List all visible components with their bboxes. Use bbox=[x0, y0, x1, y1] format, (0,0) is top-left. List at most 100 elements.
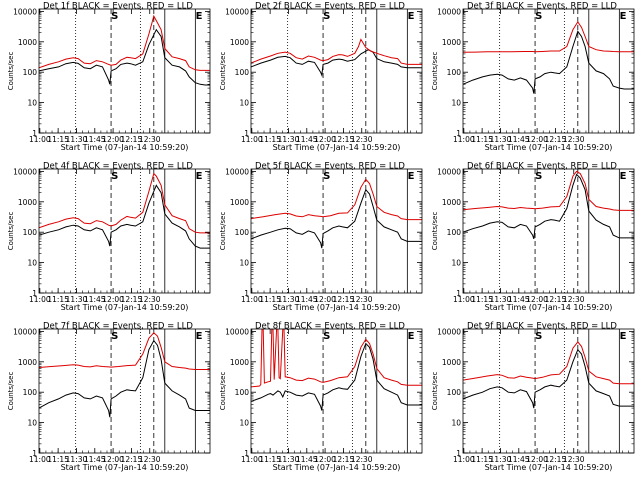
events-series-line bbox=[463, 30, 634, 94]
y-tick-label: 10 bbox=[451, 259, 461, 268]
y-tick-label: 100 bbox=[235, 228, 250, 237]
y-axis-label: Counts/sec bbox=[219, 212, 227, 251]
marker-letter: S bbox=[323, 331, 330, 342]
y-tick-label: 10 bbox=[239, 419, 249, 428]
x-tick-label: 12:15 bbox=[121, 135, 143, 144]
x-tick-label: 12:00 bbox=[526, 455, 548, 464]
y-tick-label: 100 bbox=[23, 228, 38, 237]
x-tick-label: 11:00 bbox=[29, 455, 51, 464]
x-tick-label: 11:00 bbox=[29, 135, 51, 144]
y-tick-label: 10 bbox=[239, 259, 249, 268]
lld-series-line bbox=[251, 38, 422, 65]
panel-det-8: 1 10 100 1000 10000 11:0011:1511:3011:4512:00… bbox=[219, 322, 423, 472]
lld-series-line bbox=[39, 332, 210, 370]
panel-title: Det 1f BLACK = Events, RED = LLD bbox=[43, 2, 193, 12]
panel-title: Det 8f BLACK = Events, RED = LLD bbox=[255, 322, 405, 332]
x-tick-label: 11:00 bbox=[241, 135, 263, 144]
events-series-line bbox=[251, 49, 422, 78]
x-tick-label: 11:45 bbox=[84, 295, 106, 304]
x-tick-label: 12:30 bbox=[351, 135, 373, 144]
x-tick-label: 11:30 bbox=[490, 135, 512, 144]
marker-letter: S bbox=[535, 331, 542, 342]
x-tick-label: 12:30 bbox=[563, 455, 585, 464]
marker-letter: E bbox=[196, 11, 203, 22]
events-series-line bbox=[39, 339, 210, 418]
plot-frame bbox=[462, 328, 635, 454]
x-tick-label: 12:30 bbox=[139, 295, 161, 304]
x-tick-label: 11:15 bbox=[47, 455, 69, 464]
y-tick-label: 1000 bbox=[442, 358, 461, 367]
y-tick-label: 100 bbox=[23, 388, 38, 397]
y-tick-label: 1000 bbox=[18, 38, 37, 47]
x-tick-label: 12:15 bbox=[333, 135, 355, 144]
x-axis-label: Start Time (07-Jan-14 10:59:20) bbox=[273, 463, 401, 472]
x-tick-label: 11:15 bbox=[259, 455, 281, 464]
panel-title: Det 4f BLACK = Events, RED = LLD bbox=[43, 162, 193, 172]
x-tick-label: 11:15 bbox=[259, 295, 281, 304]
y-tick-label: 1 bbox=[32, 449, 37, 458]
y-axis-label: Counts/sec bbox=[431, 212, 439, 251]
y-tick-label: 100 bbox=[447, 228, 462, 237]
marker-letter: E bbox=[408, 171, 415, 182]
x-tick-label: 12:15 bbox=[545, 295, 567, 304]
marker-letter: E bbox=[408, 331, 415, 342]
y-tick-label: 10 bbox=[27, 99, 37, 108]
plot-frame bbox=[38, 168, 211, 294]
marker-letter: S bbox=[111, 171, 118, 182]
y-tick-label: 100 bbox=[235, 68, 250, 77]
y-tick-label: 100 bbox=[235, 388, 250, 397]
x-tick-label: 12:15 bbox=[545, 135, 567, 144]
lld-series-line bbox=[463, 20, 634, 53]
x-axis-label: Start Time (07-Jan-14 10:59:20) bbox=[61, 303, 189, 312]
y-tick-label: 10000 bbox=[13, 327, 37, 336]
marker-letter: E bbox=[196, 331, 203, 342]
x-tick-label: 12:15 bbox=[545, 455, 567, 464]
x-tick-label: 11:45 bbox=[508, 455, 530, 464]
marker-letter: S bbox=[323, 171, 330, 182]
marker-letter: E bbox=[620, 11, 627, 22]
y-axis-label: Counts/sec bbox=[219, 372, 227, 411]
x-tick-label: 11:00 bbox=[453, 135, 475, 144]
x-tick-label: 11:30 bbox=[278, 455, 300, 464]
marker-letter: S bbox=[111, 11, 118, 22]
x-axis-label: Start Time (07-Jan-14 10:59:20) bbox=[485, 303, 613, 312]
events-series-line bbox=[251, 188, 422, 249]
panel-title: Det 9f BLACK = Events, RED = LLD bbox=[467, 322, 617, 332]
x-tick-label: 12:00 bbox=[102, 455, 124, 464]
x-tick-label: 11:30 bbox=[66, 455, 88, 464]
y-tick-label: 1000 bbox=[18, 198, 37, 207]
y-tick-label: 10000 bbox=[437, 327, 461, 336]
marker-letter: S bbox=[323, 11, 330, 22]
x-tick-label: 12:00 bbox=[314, 135, 336, 144]
y-tick-label: 1000 bbox=[230, 38, 249, 47]
x-tick-label: 11:15 bbox=[471, 295, 493, 304]
panel-title: Det 7f BLACK = Events, RED = LLD bbox=[43, 322, 193, 332]
marker-letter: E bbox=[620, 331, 627, 342]
y-tick-label: 1 bbox=[456, 289, 461, 298]
plot-frame bbox=[38, 328, 211, 454]
x-tick-label: 11:00 bbox=[29, 295, 51, 304]
lld-series-line bbox=[251, 178, 422, 221]
x-tick-label: 12:30 bbox=[351, 455, 373, 464]
x-tick-label: 12:00 bbox=[526, 135, 548, 144]
x-axis-label: Start Time (07-Jan-14 10:59:20) bbox=[485, 143, 613, 152]
panel-title: Det 2f BLACK = Events, RED = LLD bbox=[255, 2, 405, 12]
x-tick-label: 11:30 bbox=[490, 295, 512, 304]
y-tick-label: 1 bbox=[244, 129, 249, 138]
x-axis-label: Start Time (07-Jan-14 10:59:20) bbox=[273, 143, 401, 152]
x-tick-label: 12:00 bbox=[314, 295, 336, 304]
y-tick-label: 1 bbox=[244, 449, 249, 458]
y-axis-label: Counts/sec bbox=[7, 52, 15, 91]
y-tick-label: 10 bbox=[451, 99, 461, 108]
x-tick-label: 11:45 bbox=[296, 455, 318, 464]
plot-frame bbox=[462, 168, 635, 294]
lld-series-line bbox=[463, 170, 634, 211]
y-tick-label: 1 bbox=[244, 289, 249, 298]
events-series-line bbox=[463, 173, 634, 240]
events-series-line bbox=[39, 28, 210, 86]
x-tick-label: 11:15 bbox=[47, 135, 69, 144]
x-axis-label: Start Time (07-Jan-14 10:59:20) bbox=[61, 143, 189, 152]
panel-det-3: 1 10 100 1000 10000 11:0011:1511:3011:4512:00… bbox=[431, 2, 635, 152]
